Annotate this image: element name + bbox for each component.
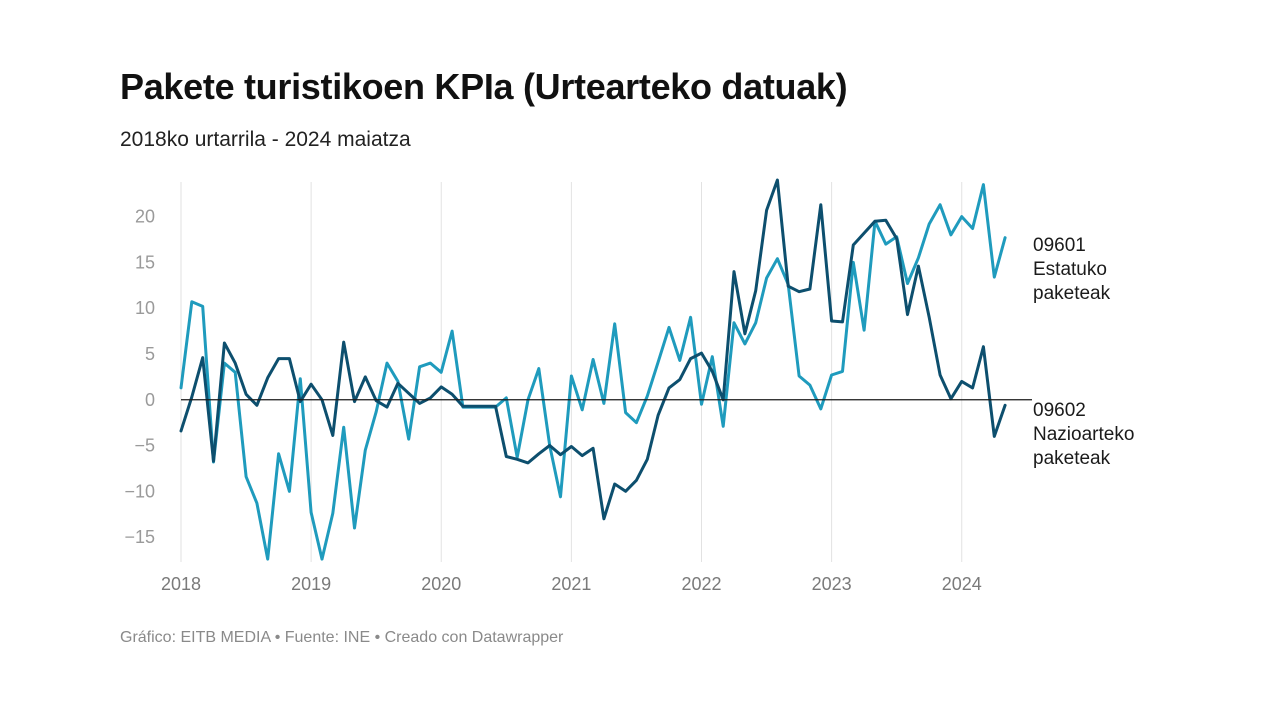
y-tick-label: 0 [145,390,155,410]
x-tick-label: 2020 [421,574,461,594]
chart-subtitle: 2018ko urtarrila - 2024 maiatza [120,128,411,151]
series-label-line: 09602 [1033,400,1086,421]
series-label-line: Nazioarteko [1033,424,1134,445]
series-label-line: paketeak [1033,448,1111,469]
x-tick-label: 2018 [161,574,201,594]
series-label-line: Estatuko [1033,259,1107,280]
y-tick-label: 20 [135,207,155,227]
x-tick-label: 2021 [551,574,591,594]
x-tick-label: 2023 [812,574,852,594]
series-line-nazioarteko-paketeak [179,178,1007,521]
y-tick-label: −15 [124,527,155,547]
series-line-estatuko-paketeak [179,183,1007,561]
series-label-line: paketeak [1033,283,1111,304]
x-tick-label: 2024 [942,574,982,594]
x-tick-label: 2019 [291,574,331,594]
series-label-estatuko-paketeak: 09601 Estatuko paketeak [1033,235,1111,304]
y-tick-label: −5 [134,436,155,456]
series-label-nazioarteko-paketeak: 09602 Nazioarteko paketeak [1033,400,1134,469]
y-tick-label: 15 [135,252,155,272]
y-tick-label: 10 [135,298,155,318]
y-tick-label: −10 [124,481,155,501]
series-label-line: 09601 [1033,235,1086,256]
chart-footer-credits: Gráfico: EITB MEDIA • Fuente: INE • Crea… [120,629,564,646]
chart-title: Pakete turistikoen KPIa (Urtearteko datu… [120,66,848,107]
y-tick-label: 5 [145,344,155,364]
x-tick-label: 2022 [681,574,721,594]
